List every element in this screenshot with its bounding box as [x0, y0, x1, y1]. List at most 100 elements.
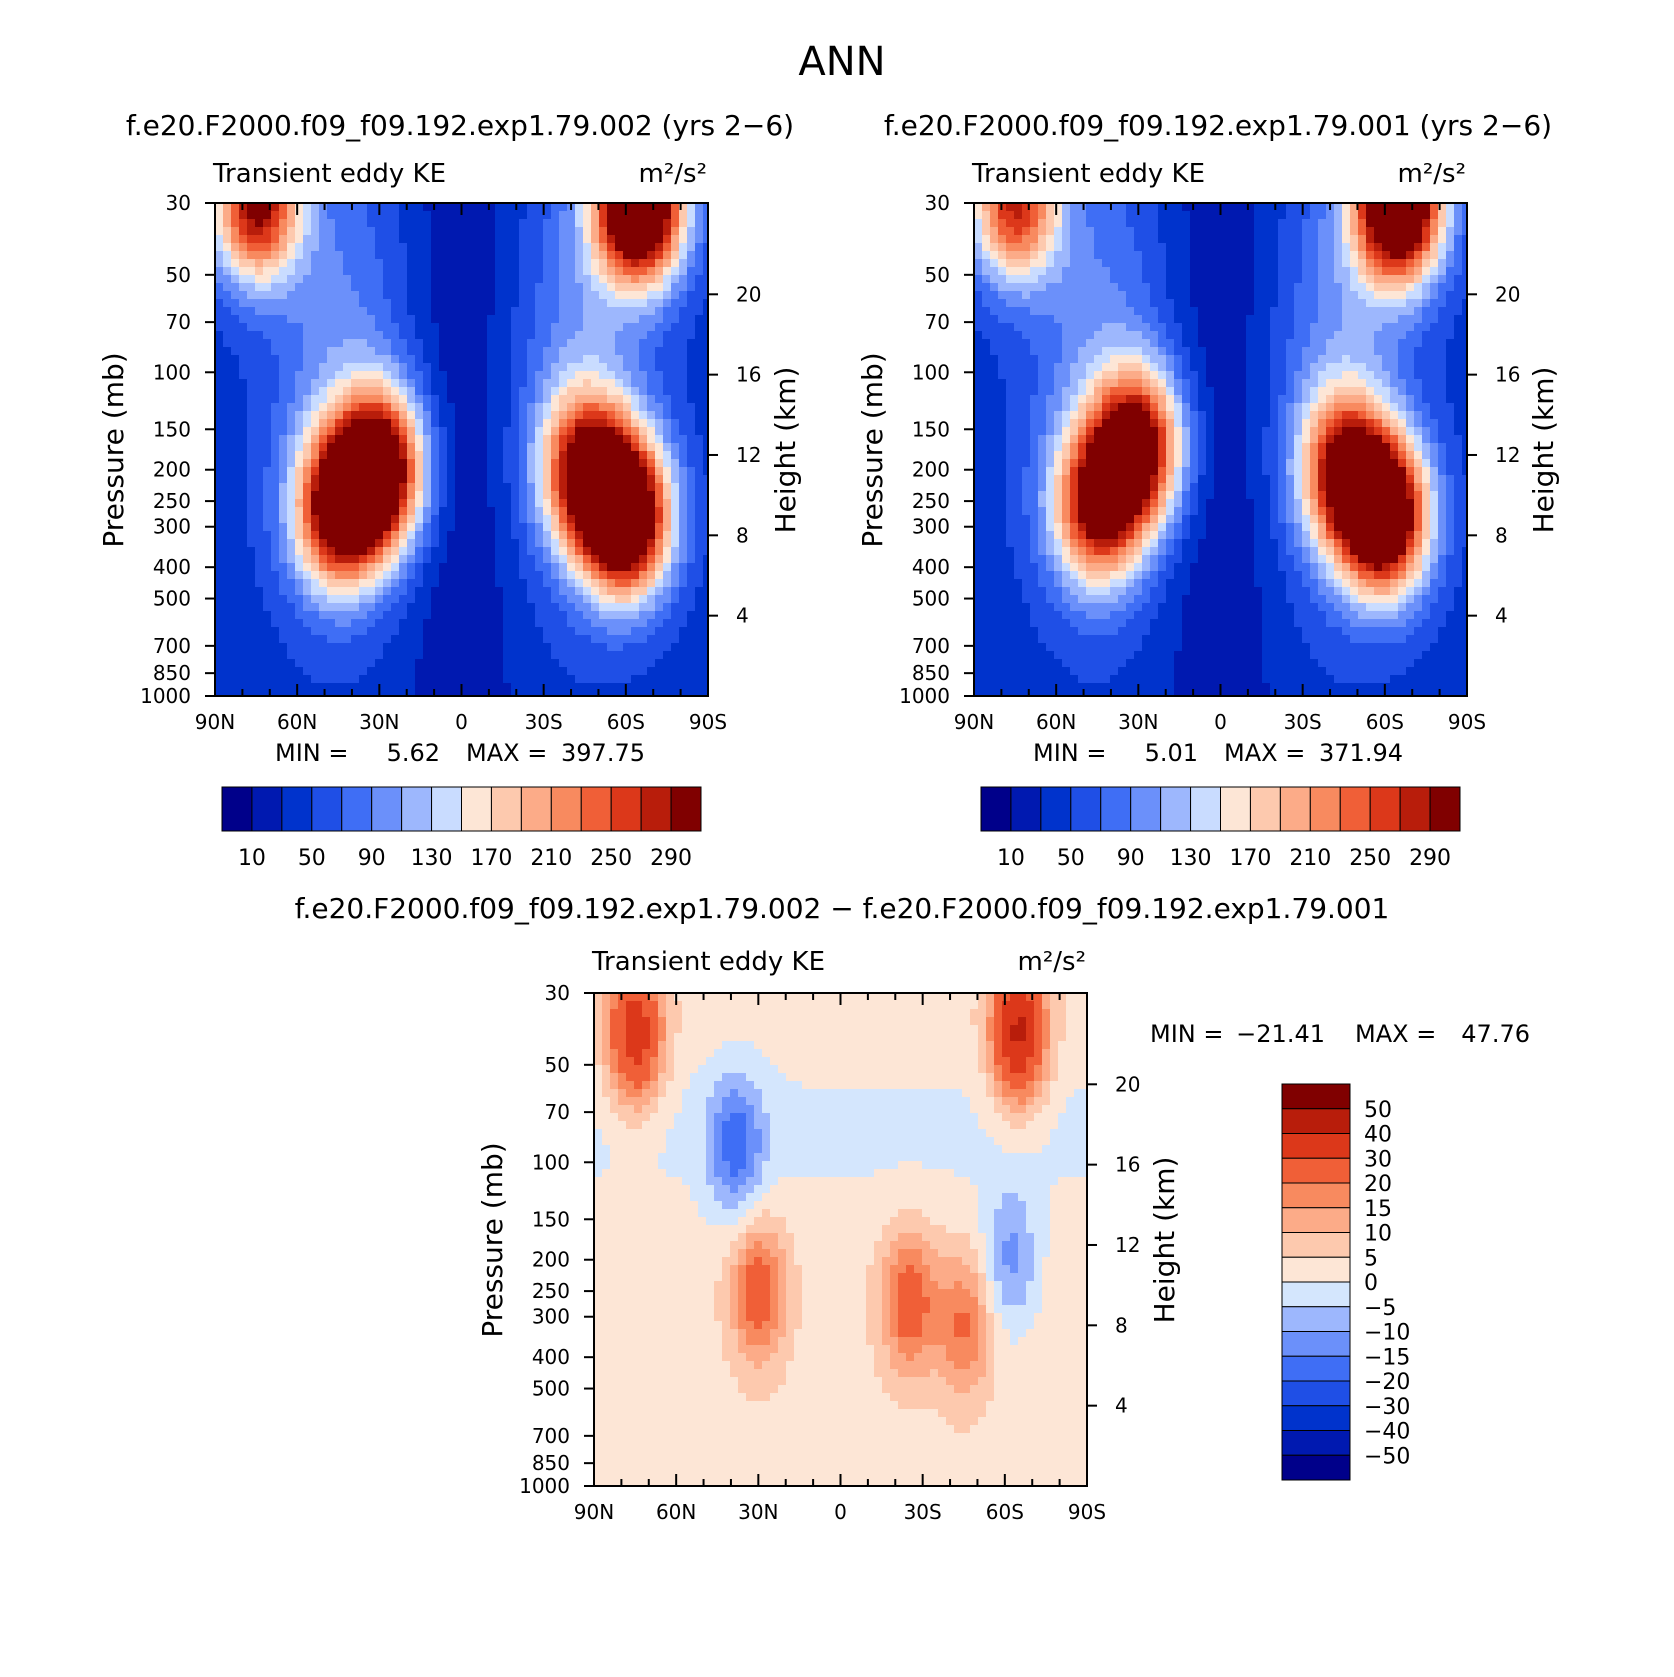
- heatmap-cell: [255, 323, 264, 332]
- heatmap-cell: [463, 499, 472, 508]
- heatmap-cell: [1166, 219, 1175, 228]
- heatmap-cell: [583, 603, 592, 612]
- heatmap-cell: [1126, 323, 1135, 332]
- heatmap-cell: [535, 435, 544, 444]
- heatmap-cell: [431, 643, 440, 652]
- heatmap-cell: [255, 611, 264, 620]
- heatmap-cell: [631, 507, 640, 516]
- heatmap-cell: [519, 683, 528, 692]
- heatmap-cell: [351, 563, 360, 572]
- heatmap-cell: [447, 507, 456, 516]
- heatmap-cell: [439, 363, 448, 372]
- heatmap-cell: [487, 411, 496, 420]
- heatmap-cell: [671, 387, 680, 396]
- heatmap-cell: [319, 563, 328, 572]
- heatmap-cell: [375, 395, 384, 404]
- heatmap-cell: [263, 355, 272, 364]
- heatmap-cell: [223, 515, 232, 524]
- heatmap-cell: [455, 595, 464, 604]
- heatmap-cell: [583, 419, 592, 428]
- heatmap-cell: [327, 315, 336, 324]
- heatmap-cell: [311, 587, 320, 596]
- heatmap-cell: [319, 363, 328, 372]
- heatmap-cell: [1422, 275, 1431, 284]
- heatmap-cell: [471, 507, 480, 516]
- heatmap-cell: [671, 411, 680, 420]
- heatmap-cell: [359, 411, 368, 420]
- heatmap-cell: [567, 555, 576, 564]
- heatmap-cell: [391, 499, 400, 508]
- heatmap-cell: [1374, 283, 1383, 292]
- heatmap-cell: [351, 419, 360, 428]
- heatmap-cell: [679, 275, 688, 284]
- heatmap-cell: [647, 483, 656, 492]
- heatmap-cell: [415, 571, 424, 580]
- heatmap-cell: [527, 595, 536, 604]
- heatmap-cell: [583, 659, 592, 668]
- heatmap-cell: [974, 235, 983, 244]
- heatmap-cell: [471, 555, 480, 564]
- panel-1-min-value: 5.62: [387, 739, 440, 767]
- heatmap-cell: [391, 395, 400, 404]
- heatmap-cell: [615, 331, 624, 340]
- heatmap-cell: [455, 611, 464, 620]
- heatmap-cell: [407, 659, 416, 668]
- heatmap-cell: [447, 355, 456, 364]
- heatmap-cell: [607, 459, 616, 468]
- heatmap-cell: [663, 683, 672, 692]
- heatmap-cell: [407, 643, 416, 652]
- heatmap-cell: [1118, 299, 1127, 308]
- heatmap-cell: [295, 371, 304, 380]
- heatmap-cell: [1406, 235, 1415, 244]
- heatmap-cell: [679, 523, 688, 532]
- heatmap-cell: [511, 515, 520, 524]
- heatmap-cell: [982, 331, 991, 340]
- heatmap-cell: [1286, 315, 1295, 324]
- heatmap-cell: [423, 483, 432, 492]
- heatmap-cell: [295, 667, 304, 676]
- heatmap-cell: [527, 219, 536, 228]
- heatmap-cell: [623, 291, 632, 300]
- heatmap-cell: [327, 635, 336, 644]
- heatmap-cell: [527, 331, 536, 340]
- heatmap-cell: [279, 579, 288, 588]
- heatmap-cell: [1454, 299, 1463, 308]
- heatmap-cell: [687, 443, 696, 452]
- heatmap-cell: [439, 203, 448, 212]
- heatmap-cell: [591, 491, 600, 500]
- heatmap-cell: [271, 243, 280, 252]
- heatmap-cell: [695, 435, 704, 444]
- heatmap-cell: [367, 251, 376, 260]
- heatmap-cell: [559, 603, 568, 612]
- heatmap-cell: [287, 243, 296, 252]
- heatmap-cell: [455, 651, 464, 660]
- heatmap-cell: [495, 499, 504, 508]
- heatmap-cell: [495, 251, 504, 260]
- heatmap-cell: [263, 483, 272, 492]
- heatmap-cell: [1350, 203, 1359, 212]
- heatmap-cell: [671, 651, 680, 660]
- heatmap-cell: [367, 547, 376, 556]
- heatmap-cell: [255, 363, 264, 372]
- heatmap-cell: [343, 683, 352, 692]
- heatmap-cell: [575, 563, 584, 572]
- heatmap-cell: [495, 227, 504, 236]
- heatmap-cell: [263, 691, 272, 697]
- heatmap-cell: [407, 379, 416, 388]
- heatmap-cell: [551, 355, 560, 364]
- heatmap-cell: [1158, 283, 1167, 292]
- heatmap-cell: [519, 475, 528, 484]
- heatmap-cell: [1030, 203, 1039, 212]
- heatmap-cell: [255, 291, 264, 300]
- heatmap-cell: [239, 323, 248, 332]
- x-tick-label: 90S: [689, 710, 727, 734]
- heatmap-cell: [575, 435, 584, 444]
- heatmap-cell: [575, 371, 584, 380]
- heatmap-cell: [455, 363, 464, 372]
- heatmap-cell: [543, 427, 552, 436]
- heatmap-cell: [1094, 275, 1103, 284]
- heatmap-cell: [415, 267, 424, 276]
- heatmap-cell: [631, 547, 640, 556]
- heatmap-cell: [535, 627, 544, 636]
- heatmap-cell: [231, 547, 240, 556]
